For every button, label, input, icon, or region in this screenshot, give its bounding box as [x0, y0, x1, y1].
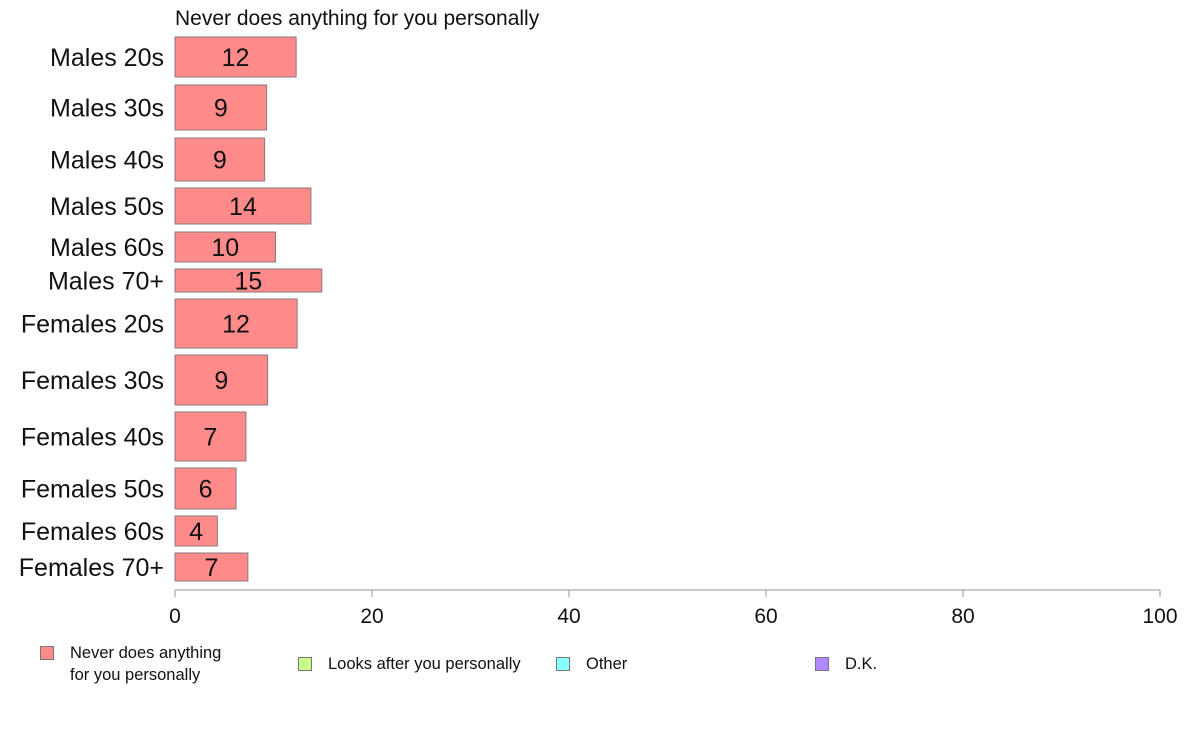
legend-swatch-never — [40, 646, 54, 660]
bar — [174, 187, 312, 225]
x-tick-label: 0 — [169, 605, 181, 628]
bar — [174, 84, 268, 131]
data-label: 9 — [214, 95, 228, 123]
legend-item-never: Never does anything for you personally — [40, 642, 221, 686]
x-tick-label: 80 — [951, 605, 974, 628]
data-label: 9 — [213, 147, 227, 175]
data-label: 10 — [211, 234, 239, 262]
bar — [174, 231, 276, 263]
data-label: 9 — [214, 367, 228, 395]
category-label: Males 30s — [50, 95, 164, 123]
data-label: 14 — [229, 193, 257, 221]
category-label: Females 70+ — [19, 554, 164, 582]
category-label: Females 50s — [21, 476, 164, 504]
x-tick-label: 40 — [557, 605, 580, 628]
bar — [174, 354, 269, 406]
data-label: 6 — [199, 476, 213, 504]
data-label: 7 — [204, 424, 218, 452]
legend-swatch-looks-after — [298, 657, 312, 671]
bar-chart: Never does anything for you personally Ma… — [19, 7, 1178, 628]
data-label: 7 — [204, 554, 218, 582]
bar — [174, 467, 237, 510]
legend-item-looks-after: Looks after you personally — [298, 653, 521, 675]
category-label: Females 30s — [21, 367, 164, 395]
category-label: Males 50s — [50, 193, 164, 221]
category-label: Females 40s — [21, 424, 164, 452]
bar — [174, 36, 297, 78]
category-label: Females 60s — [21, 518, 164, 546]
legend-swatch-other — [556, 657, 570, 671]
legend-item-other: Other — [556, 653, 627, 675]
legend-label: Other — [586, 655, 628, 673]
legend-item-dk: D.K. — [815, 653, 877, 675]
bar — [174, 552, 249, 582]
category-label: Males 20s — [50, 44, 164, 72]
bar — [174, 137, 266, 182]
data-label: 4 — [189, 518, 203, 546]
legend-label-line: Never does anything — [70, 644, 222, 662]
bar — [174, 268, 323, 293]
legend-label: D.K. — [845, 655, 878, 673]
x-tick-label: 60 — [754, 605, 777, 628]
data-label: 12 — [222, 44, 250, 72]
legend-swatch-dk — [815, 657, 829, 671]
chart-title: Never does anything for you personally — [175, 7, 540, 30]
bar — [174, 515, 218, 547]
category-label: Males 70+ — [48, 268, 164, 296]
data-label: 15 — [234, 268, 262, 296]
category-label: Males 60s — [50, 234, 164, 262]
legend-label: Looks after you personally — [328, 655, 521, 673]
bar — [174, 411, 247, 462]
x-tick-label: 100 — [1142, 605, 1177, 628]
category-label: Females 20s — [21, 311, 164, 339]
x-tick-label: 20 — [360, 605, 383, 628]
legend: Never does anything for you personally L… — [0, 640, 1188, 700]
category-label: Males 40s — [50, 147, 164, 175]
data-label: 12 — [222, 311, 250, 339]
legend-label-line: for you personally — [70, 666, 201, 684]
bar — [174, 298, 298, 349]
